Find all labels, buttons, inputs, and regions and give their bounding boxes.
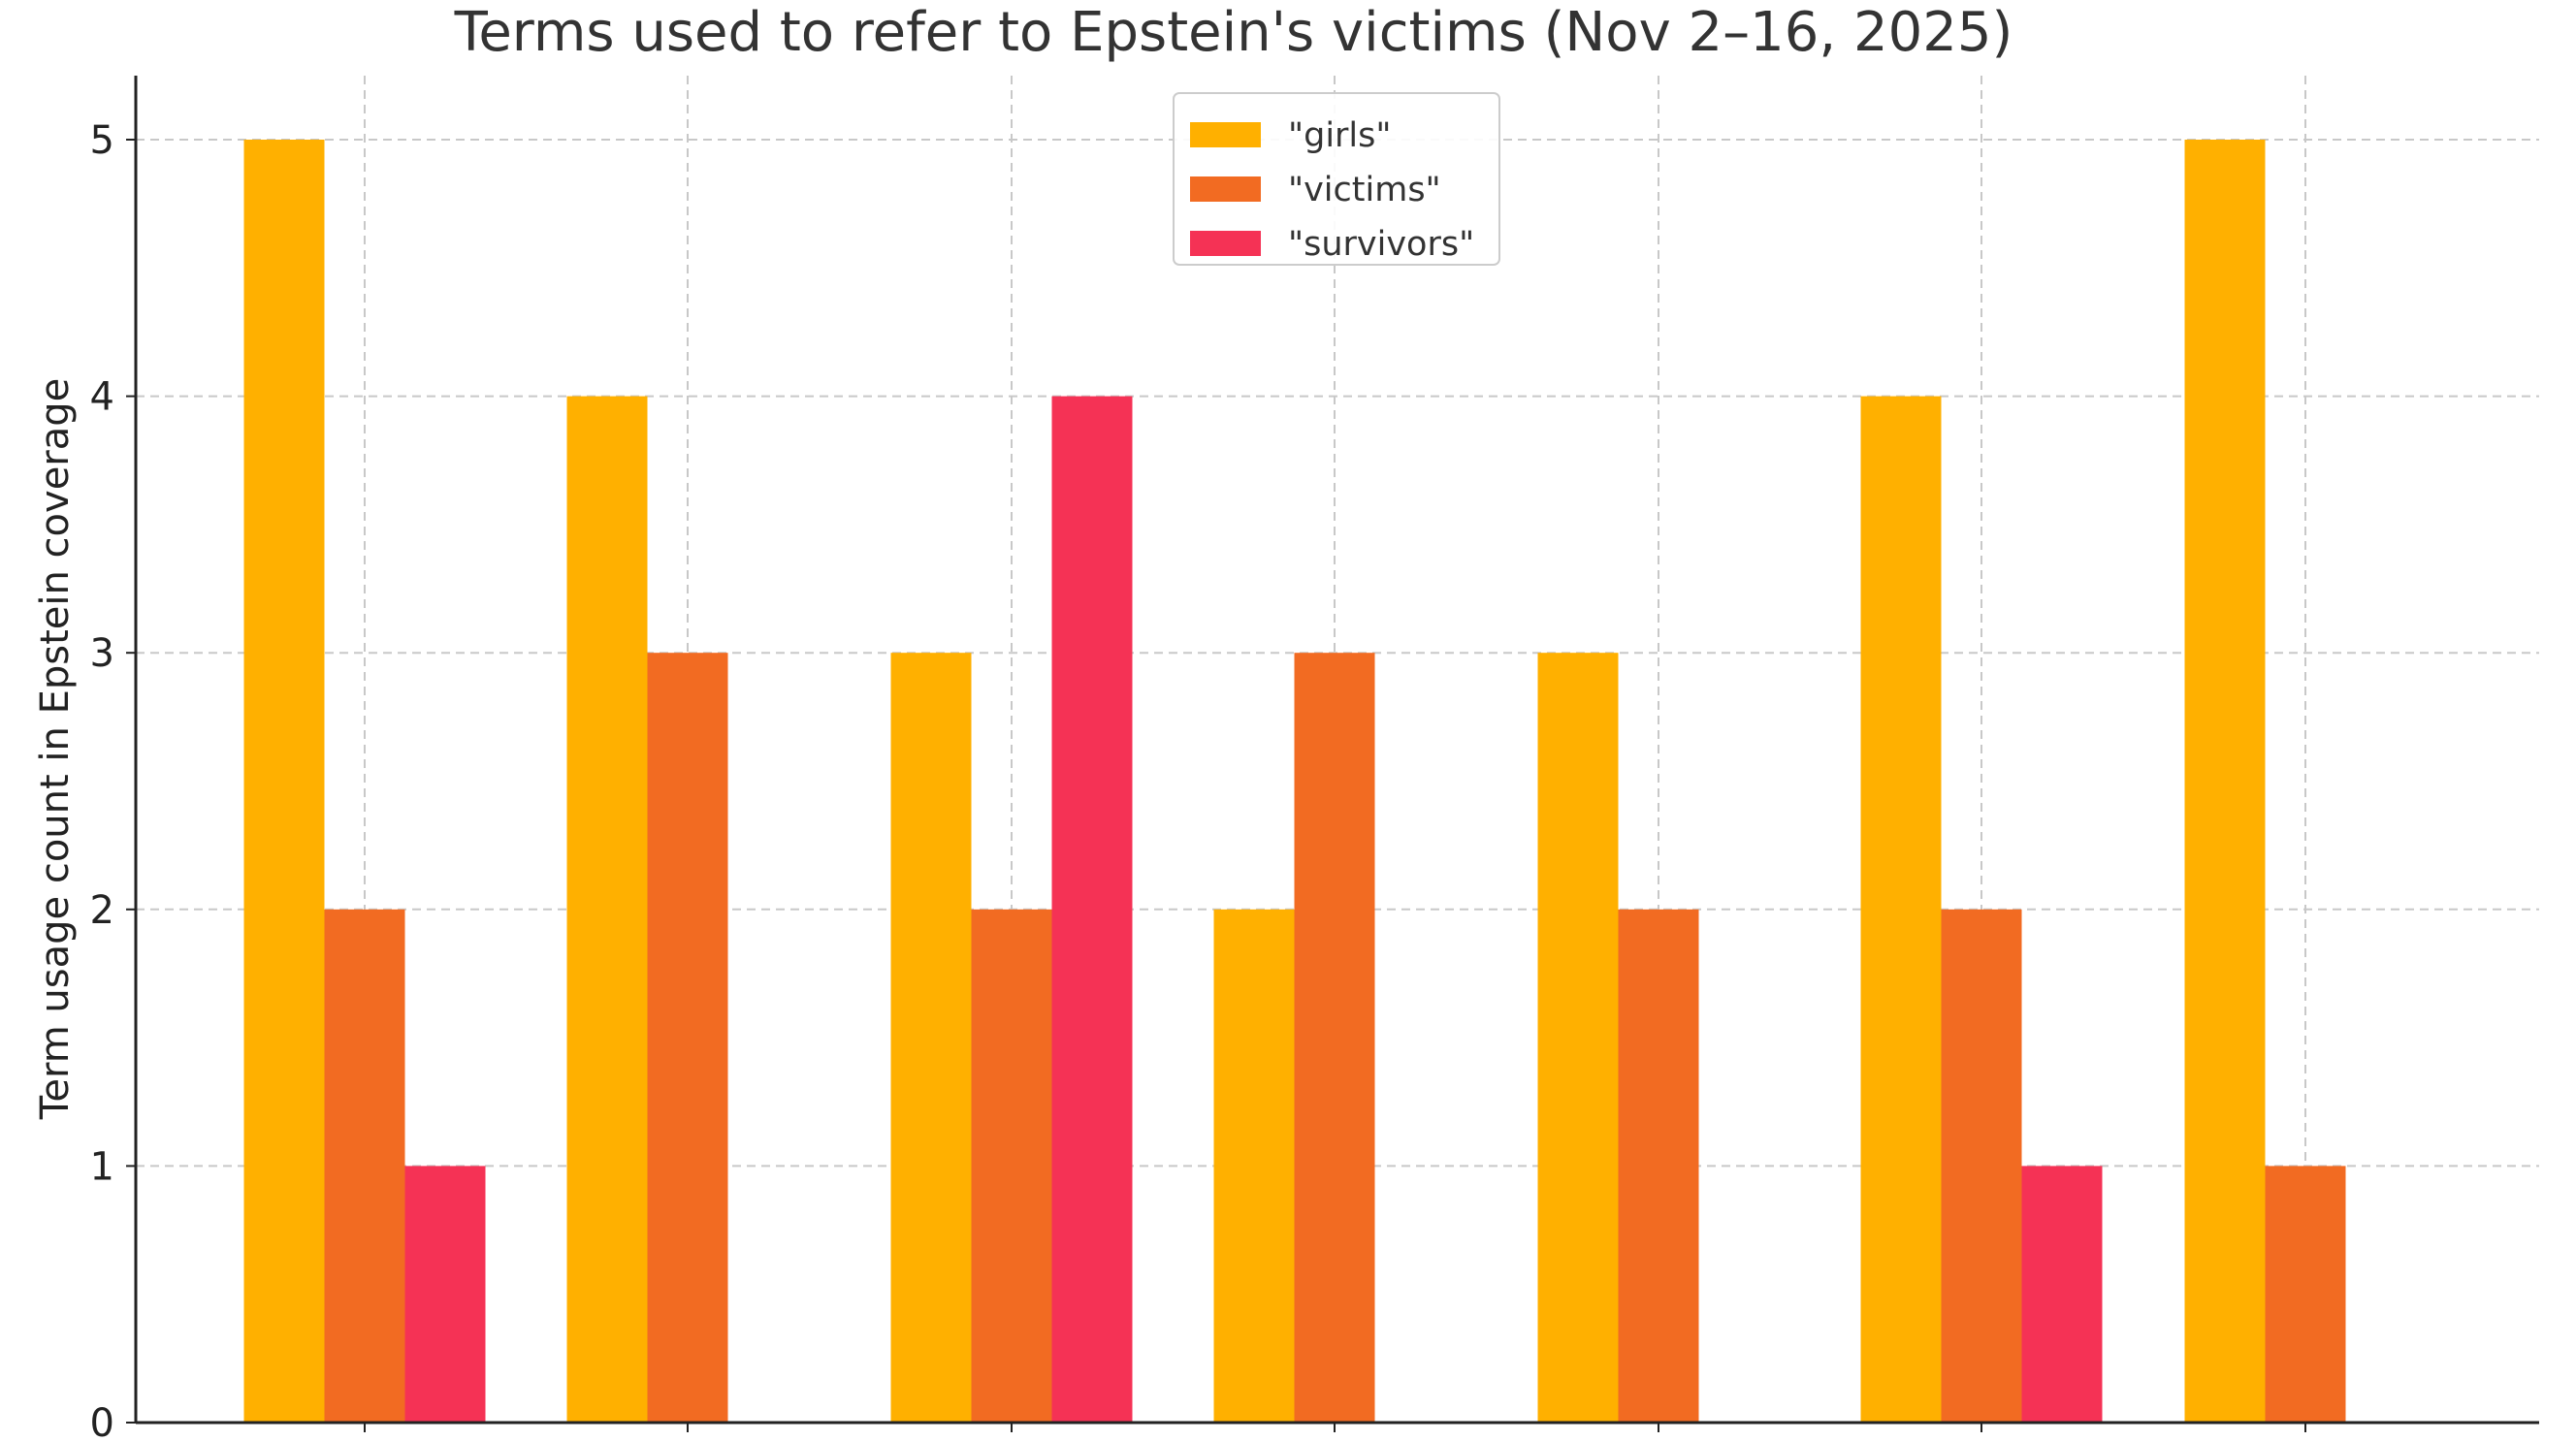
- legend-label: "girls": [1288, 116, 1392, 155]
- bar-victims: [647, 653, 728, 1423]
- bar-survivors: [404, 1166, 486, 1423]
- bar-victims: [1618, 909, 1699, 1423]
- bar-girls: [1213, 909, 1295, 1423]
- legend-label: "survivors": [1288, 225, 1474, 264]
- legend: "girls" "victims" "survivors": [1173, 92, 1500, 266]
- y-tick-label: 2: [90, 888, 114, 933]
- y-tick-label: 3: [90, 631, 114, 676]
- legend-swatch: [1190, 231, 1261, 256]
- bar-victims: [324, 909, 405, 1423]
- bar-victims: [1941, 909, 2022, 1423]
- legend-swatch: [1190, 122, 1261, 147]
- bar-victims: [1294, 653, 1375, 1423]
- bars: [243, 140, 2346, 1424]
- y-axis-label: Term usage count in Epstein coverage: [33, 378, 78, 1121]
- bar-victims: [971, 909, 1052, 1423]
- bar-girls: [890, 653, 972, 1423]
- axes: [134, 76, 2539, 1425]
- y-tick-label: 1: [90, 1144, 114, 1189]
- bar-survivors: [2021, 1166, 2103, 1423]
- bar-girls: [2184, 140, 2266, 1423]
- y-tick-label: 4: [90, 375, 114, 420]
- bar-girls: [1860, 396, 1942, 1424]
- ticks: 0 1 2 3 4 5: [90, 118, 2306, 1441]
- bar-survivors: [1051, 396, 1133, 1424]
- bar-girls: [566, 396, 648, 1424]
- y-tick-label: 0: [90, 1401, 114, 1437]
- bar-girls: [243, 140, 325, 1423]
- legend-swatch: [1190, 176, 1261, 202]
- y-tick-label: 5: [90, 118, 114, 163]
- bar-victims: [2265, 1166, 2346, 1423]
- chart-title: Terms used to refer to Epstein's victims…: [454, 1, 2013, 64]
- legend-label: "victims": [1288, 171, 1441, 209]
- bar-girls: [1537, 653, 1619, 1423]
